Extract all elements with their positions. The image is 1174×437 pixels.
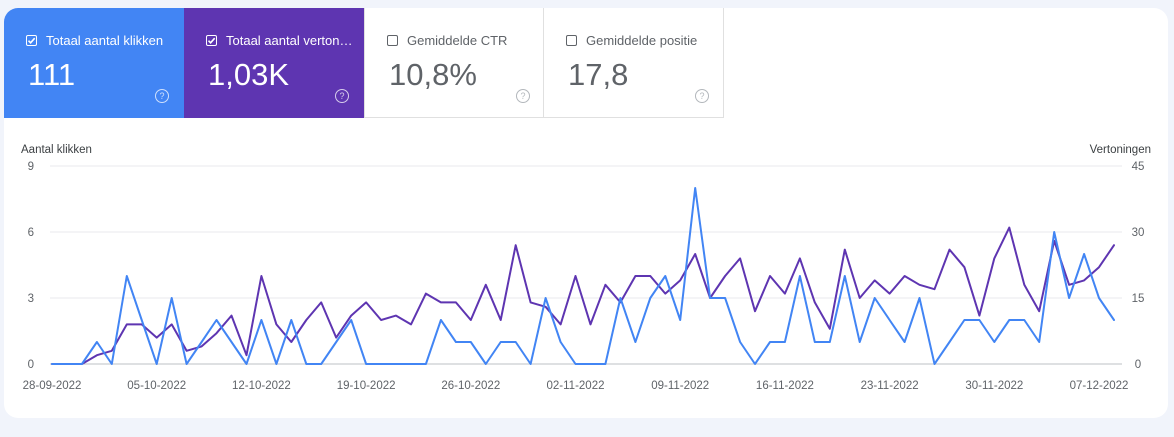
x-tick-label: 05-10-2022 (127, 380, 186, 392)
help-icon[interactable]: ? (695, 89, 709, 103)
x-tick-label: 28-09-2022 (23, 380, 82, 392)
impressions-checkbox-icon[interactable] (206, 35, 217, 46)
x-tick-label: 07-12-2022 (1070, 380, 1129, 392)
performance-card: Totaal aantal klikken 111 ? Totaal aanta… (4, 8, 1168, 418)
x-tick-label: 09-11-2022 (651, 380, 709, 392)
metric-clicks-tile[interactable]: Totaal aantal klikken 111 ? (4, 8, 184, 118)
x-tick-label: 02-11-2022 (547, 380, 605, 392)
y-axis-right-label: Vertoningen (1090, 144, 1151, 156)
y-tick-right: 30 (1132, 227, 1145, 239)
chart-gridlines (50, 165, 1122, 365)
chart-ticks: 0 3 6 9 0 15 30 45 28-09-2022 05-10-2022 12-10-202… (23, 161, 1145, 392)
x-tick-label: 23-11-2022 (861, 380, 919, 392)
metric-ctr-tile[interactable]: Gemiddelde CTR 10,8% ? (364, 8, 544, 118)
metric-impressions-tile[interactable]: Totaal aantal vertoningen 1,03K ? (184, 8, 364, 118)
help-icon[interactable]: ? (516, 89, 530, 103)
clicks-series-line (51, 187, 1115, 365)
impressions-series-line (51, 226, 1115, 365)
position-checkbox-icon[interactable] (566, 35, 577, 46)
chart-lines (51, 187, 1115, 365)
y-tick-left: 3 (28, 293, 34, 305)
x-tick-label: 30-11-2022 (965, 380, 1023, 392)
y-tick-right: 45 (1132, 161, 1145, 173)
help-icon[interactable]: ? (155, 89, 169, 103)
metric-clicks-value: 111 (28, 57, 76, 92)
x-tick-label: 16-11-2022 (756, 380, 814, 392)
metric-ctr-value: 10,8% (389, 57, 477, 92)
y-tick-left: 0 (28, 359, 34, 371)
x-tick-label: 26-10-2022 (441, 380, 500, 392)
metric-position-value: 17,8 (568, 57, 629, 92)
x-tick-label: 19-10-2022 (337, 380, 396, 392)
performance-chart[interactable]: Aantal klikken Vertoningen 0 3 6 9 0 15 30 45 28… (4, 8, 1168, 418)
clicks-checkbox-icon[interactable] (26, 35, 37, 46)
y-tick-left: 6 (28, 227, 34, 239)
ctr-checkbox-icon[interactable] (387, 35, 398, 46)
metric-impressions-value: 1,03K (208, 57, 290, 92)
help-icon[interactable]: ? (335, 89, 349, 103)
metric-position-tile[interactable]: Gemiddelde positie 17,8 ? (544, 8, 724, 118)
y-tick-right: 15 (1132, 293, 1145, 305)
y-tick-left: 9 (28, 161, 34, 173)
x-tick-label: 12-10-2022 (232, 380, 291, 392)
y-tick-right: 0 (1135, 359, 1141, 371)
y-axis-left-label: Aantal klikken (21, 144, 92, 156)
